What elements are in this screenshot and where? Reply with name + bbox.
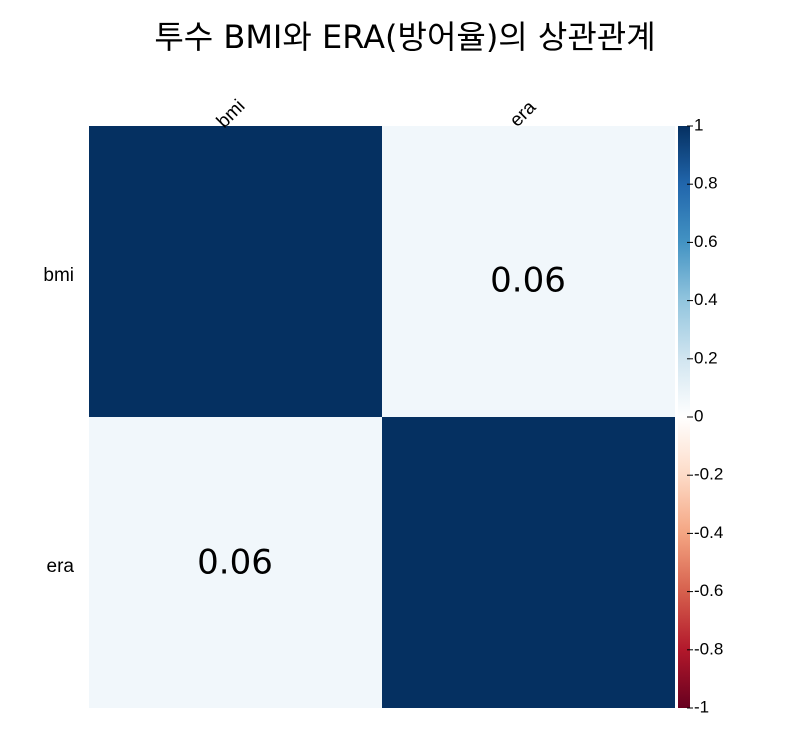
colorbar-tick-label: -0.4 (694, 523, 723, 542)
row-labels: bmi era (43, 265, 74, 577)
cell-value-bmi-era: 0.06 (490, 261, 566, 301)
heatmap-cell-bmi-bmi (89, 126, 382, 417)
cell-value-labels: 0.06 0.06 (197, 261, 566, 583)
colorbar-tick-label: 0.4 (694, 290, 718, 309)
heatmap-cells (89, 126, 675, 708)
colorbar: 1 0.8 0.6 0.4 0.2 0 -0.2 -0.4 -0.6 -0.8 -1 (678, 115, 723, 716)
colorbar-tick-label: 1 (694, 115, 703, 134)
colorbar-gradient (678, 126, 690, 708)
row-label-bmi: bmi (43, 265, 74, 286)
colorbar-tick-label: 0.6 (694, 232, 718, 251)
colorbar-tick-label: -0.6 (694, 581, 723, 600)
colorbar-tick-label: 0 (694, 406, 703, 425)
cell-value-era-bmi: 0.06 (197, 543, 273, 583)
row-label-era: era (47, 556, 75, 577)
colorbar-tick-label: -1 (694, 697, 709, 716)
chart-title: 투수 BMI와 ERA(방어율)의 상관관계 (154, 18, 655, 56)
colorbar-tick-label: 0.2 (694, 348, 718, 367)
colorbar-tick-label: -0.2 (694, 465, 723, 484)
colorbar-tick-label: 0.8 (694, 174, 718, 193)
heatmap-cell-era-era (382, 417, 675, 708)
heatmap-cell-bmi-era (382, 126, 675, 417)
colorbar-tick-label: -0.8 (694, 639, 723, 658)
colorbar-ticks: 1 0.8 0.6 0.4 0.2 0 -0.2 -0.4 -0.6 -0.8 -1 (687, 115, 723, 716)
heatmap-cell-era-bmi (89, 417, 382, 708)
